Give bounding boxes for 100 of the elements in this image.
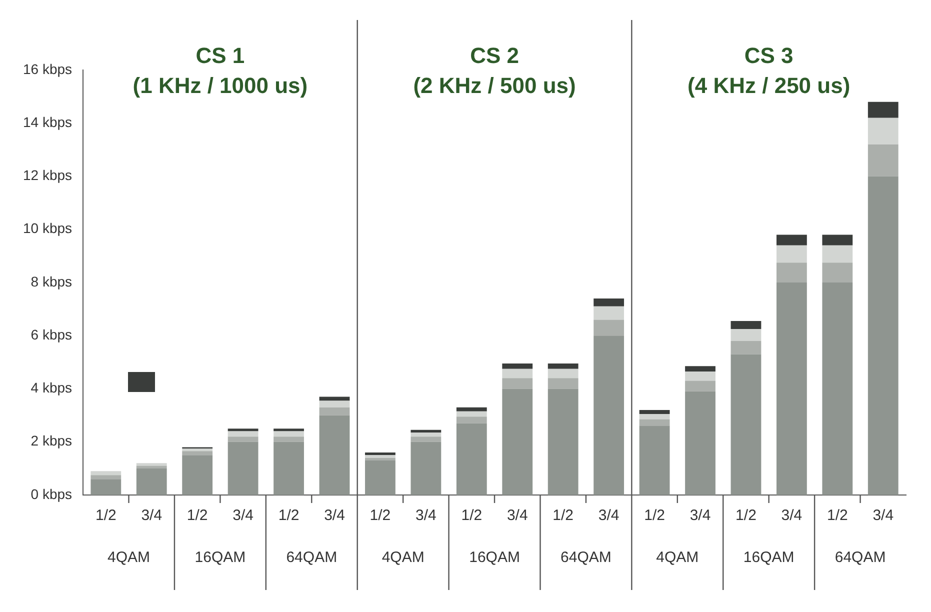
bar	[822, 234, 853, 246]
bar	[548, 378, 578, 389]
y-tick-label: 8 kbps	[30, 273, 72, 290]
text: 4QAM	[382, 549, 424, 566]
bar	[90, 475, 122, 480]
x-tick-label: 1/2	[95, 507, 116, 524]
bar	[868, 176, 898, 495]
bar	[639, 414, 670, 420]
bar	[274, 431, 304, 437]
x-tick-label: 3/4	[232, 507, 254, 524]
bar	[730, 354, 762, 495]
text: 4QAM	[107, 549, 150, 566]
x-tick-label: 1/2	[461, 507, 482, 524]
bar	[90, 471, 122, 476]
bar	[410, 430, 442, 433]
x-tick-label: 1/2	[644, 507, 665, 524]
text: 4QAM	[656, 549, 699, 566]
bar	[410, 442, 442, 495]
x-tick-label: 1/2	[736, 507, 756, 524]
bar	[90, 479, 122, 495]
bar	[776, 282, 807, 495]
bar	[502, 364, 533, 369]
bar	[594, 298, 624, 306]
bar	[274, 442, 304, 495]
bar	[319, 407, 350, 416]
bar	[410, 432, 442, 437]
bar	[228, 436, 258, 442]
bar	[868, 102, 898, 118]
y-tick-label: 6 kbps	[30, 326, 72, 342]
bar	[365, 455, 396, 458]
bar	[456, 423, 487, 495]
bar	[685, 391, 716, 495]
bar	[730, 328, 762, 341]
y-tick-label: 12 kbps	[22, 167, 72, 184]
annotation: CS 1 (1 KHz / 1000 us)	[132, 43, 308, 98]
bar	[594, 306, 624, 320]
x-tick-label: 1/2	[370, 507, 391, 524]
bar	[685, 371, 716, 381]
bar	[274, 436, 304, 442]
bar	[182, 448, 213, 452]
bar	[365, 452, 396, 456]
text: 16QAM	[194, 549, 246, 566]
bar	[594, 336, 624, 495]
bar	[548, 388, 578, 495]
bar	[776, 245, 807, 263]
bar	[136, 466, 167, 468]
x-tick-label: 3/4	[324, 507, 345, 524]
annotation: CS 3 (4 KHz / 250 us)	[688, 43, 850, 98]
bar	[365, 460, 396, 495]
bar	[639, 419, 670, 426]
bar	[822, 282, 853, 495]
bar	[502, 388, 533, 495]
bar	[365, 458, 396, 460]
text: 64QAM	[286, 549, 338, 566]
x-tick-label: 3/4	[506, 507, 528, 524]
bar	[136, 463, 167, 466]
bar	[319, 396, 350, 401]
bar	[548, 368, 578, 378]
bar	[548, 364, 578, 369]
bar	[182, 451, 213, 456]
bar	[456, 416, 487, 424]
bar	[228, 442, 258, 495]
bar	[319, 415, 350, 495]
y-tick-label: 4 kbps	[30, 380, 72, 396]
bar	[228, 428, 258, 432]
bar	[502, 368, 533, 378]
x-tick-label: 1/2	[552, 507, 574, 524]
text: 64QAM	[834, 549, 886, 566]
text: 64QAM	[560, 549, 612, 566]
y-tick-label: 0 kbps	[30, 486, 72, 502]
bar	[685, 366, 716, 372]
bar	[502, 378, 533, 389]
bar	[822, 262, 853, 282]
bar	[456, 407, 487, 412]
annotation: CS 2 (2 KHz / 500 us)	[413, 43, 576, 98]
x-tick-label: 1/2	[186, 507, 208, 524]
x-tick-label: 1/2	[826, 507, 848, 524]
bar	[868, 144, 898, 176]
x-tick-label: 3/4	[690, 507, 711, 524]
bar	[639, 410, 670, 414]
x-tick-label: 3/4	[872, 507, 894, 524]
bar	[822, 245, 853, 263]
text: 16QAM	[469, 549, 520, 566]
bar	[868, 118, 898, 144]
bar	[228, 431, 258, 437]
y-tick-label: 2 kbps	[30, 432, 72, 449]
bar	[776, 234, 807, 246]
x-tick-label: 3/4	[598, 507, 620, 524]
x-tick-label: 3/4	[781, 507, 802, 524]
bar	[730, 340, 762, 354]
x-tick-label: 1/2	[278, 507, 300, 524]
bar	[319, 400, 350, 408]
bar	[136, 468, 167, 495]
y-tick-label: 10 kbps	[22, 220, 72, 236]
text: 16QAM	[743, 549, 794, 566]
bar	[410, 436, 442, 442]
bar	[594, 320, 624, 336]
y-tick-label: 16 kbps	[22, 60, 72, 77]
y-tick-label: 14 kbps	[22, 114, 72, 130]
x-tick-label: 3/4	[141, 507, 162, 524]
